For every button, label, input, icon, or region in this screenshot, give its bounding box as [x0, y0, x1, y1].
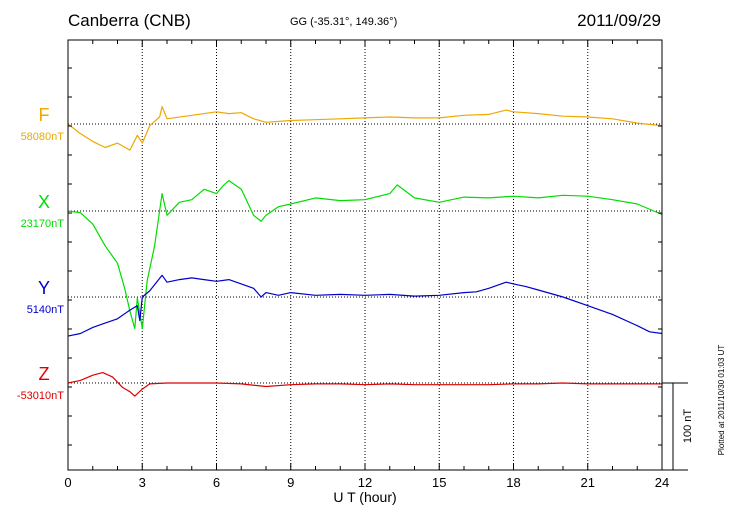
series-labels: F 58080nT X 23170nT Y 5140nT Z -53010nT	[17, 105, 64, 402]
series-line-z	[67, 372, 662, 397]
x-tick-label-18: 18	[506, 475, 520, 490]
series-name-z: Z	[39, 364, 50, 384]
x-tick-label-9: 9	[287, 475, 294, 490]
grid-lines	[141, 40, 589, 470]
x-tick-label-12: 12	[358, 475, 372, 490]
x-tick-label-0: 0	[64, 475, 71, 490]
x-tick-label-21: 21	[581, 475, 595, 490]
series-baseline-y: 5140nT	[27, 304, 65, 316]
series-baseline-z: -53010nT	[17, 390, 64, 402]
series-line-f	[67, 105, 663, 151]
series-name-x: X	[38, 192, 50, 212]
scale-bar-label: 100 nT	[682, 409, 694, 444]
x-tick-label-3: 3	[139, 475, 146, 490]
scale-bar: 100 nT	[662, 382, 694, 471]
plotted-timestamp: Plotted at 2011/10/30 01:03 UT	[717, 345, 726, 456]
x-tick-label-24: 24	[655, 475, 669, 490]
x-tick-label-15: 15	[432, 475, 446, 490]
series-line-y	[67, 274, 663, 337]
series-baseline-x: 23170nT	[21, 218, 65, 230]
series-line-x	[67, 180, 663, 329]
station-title: Canberra (CNB)	[68, 11, 191, 30]
series-lines	[67, 105, 663, 397]
plot-frame	[67, 39, 663, 471]
station-coordinates: GG (-35.31°, 149.36°)	[290, 16, 398, 28]
x-axis-label: U T (hour)	[333, 489, 396, 505]
series-name-f: F	[39, 105, 50, 125]
x-tick-label-6: 6	[213, 475, 220, 490]
series-baseline-f: 58080nT	[21, 131, 65, 143]
series-name-y: Y	[38, 278, 50, 298]
axis-ticks: 0 3 6 9 12 15 18 21 24	[64, 40, 669, 490]
chart-date: 2011/09/29	[577, 11, 661, 30]
